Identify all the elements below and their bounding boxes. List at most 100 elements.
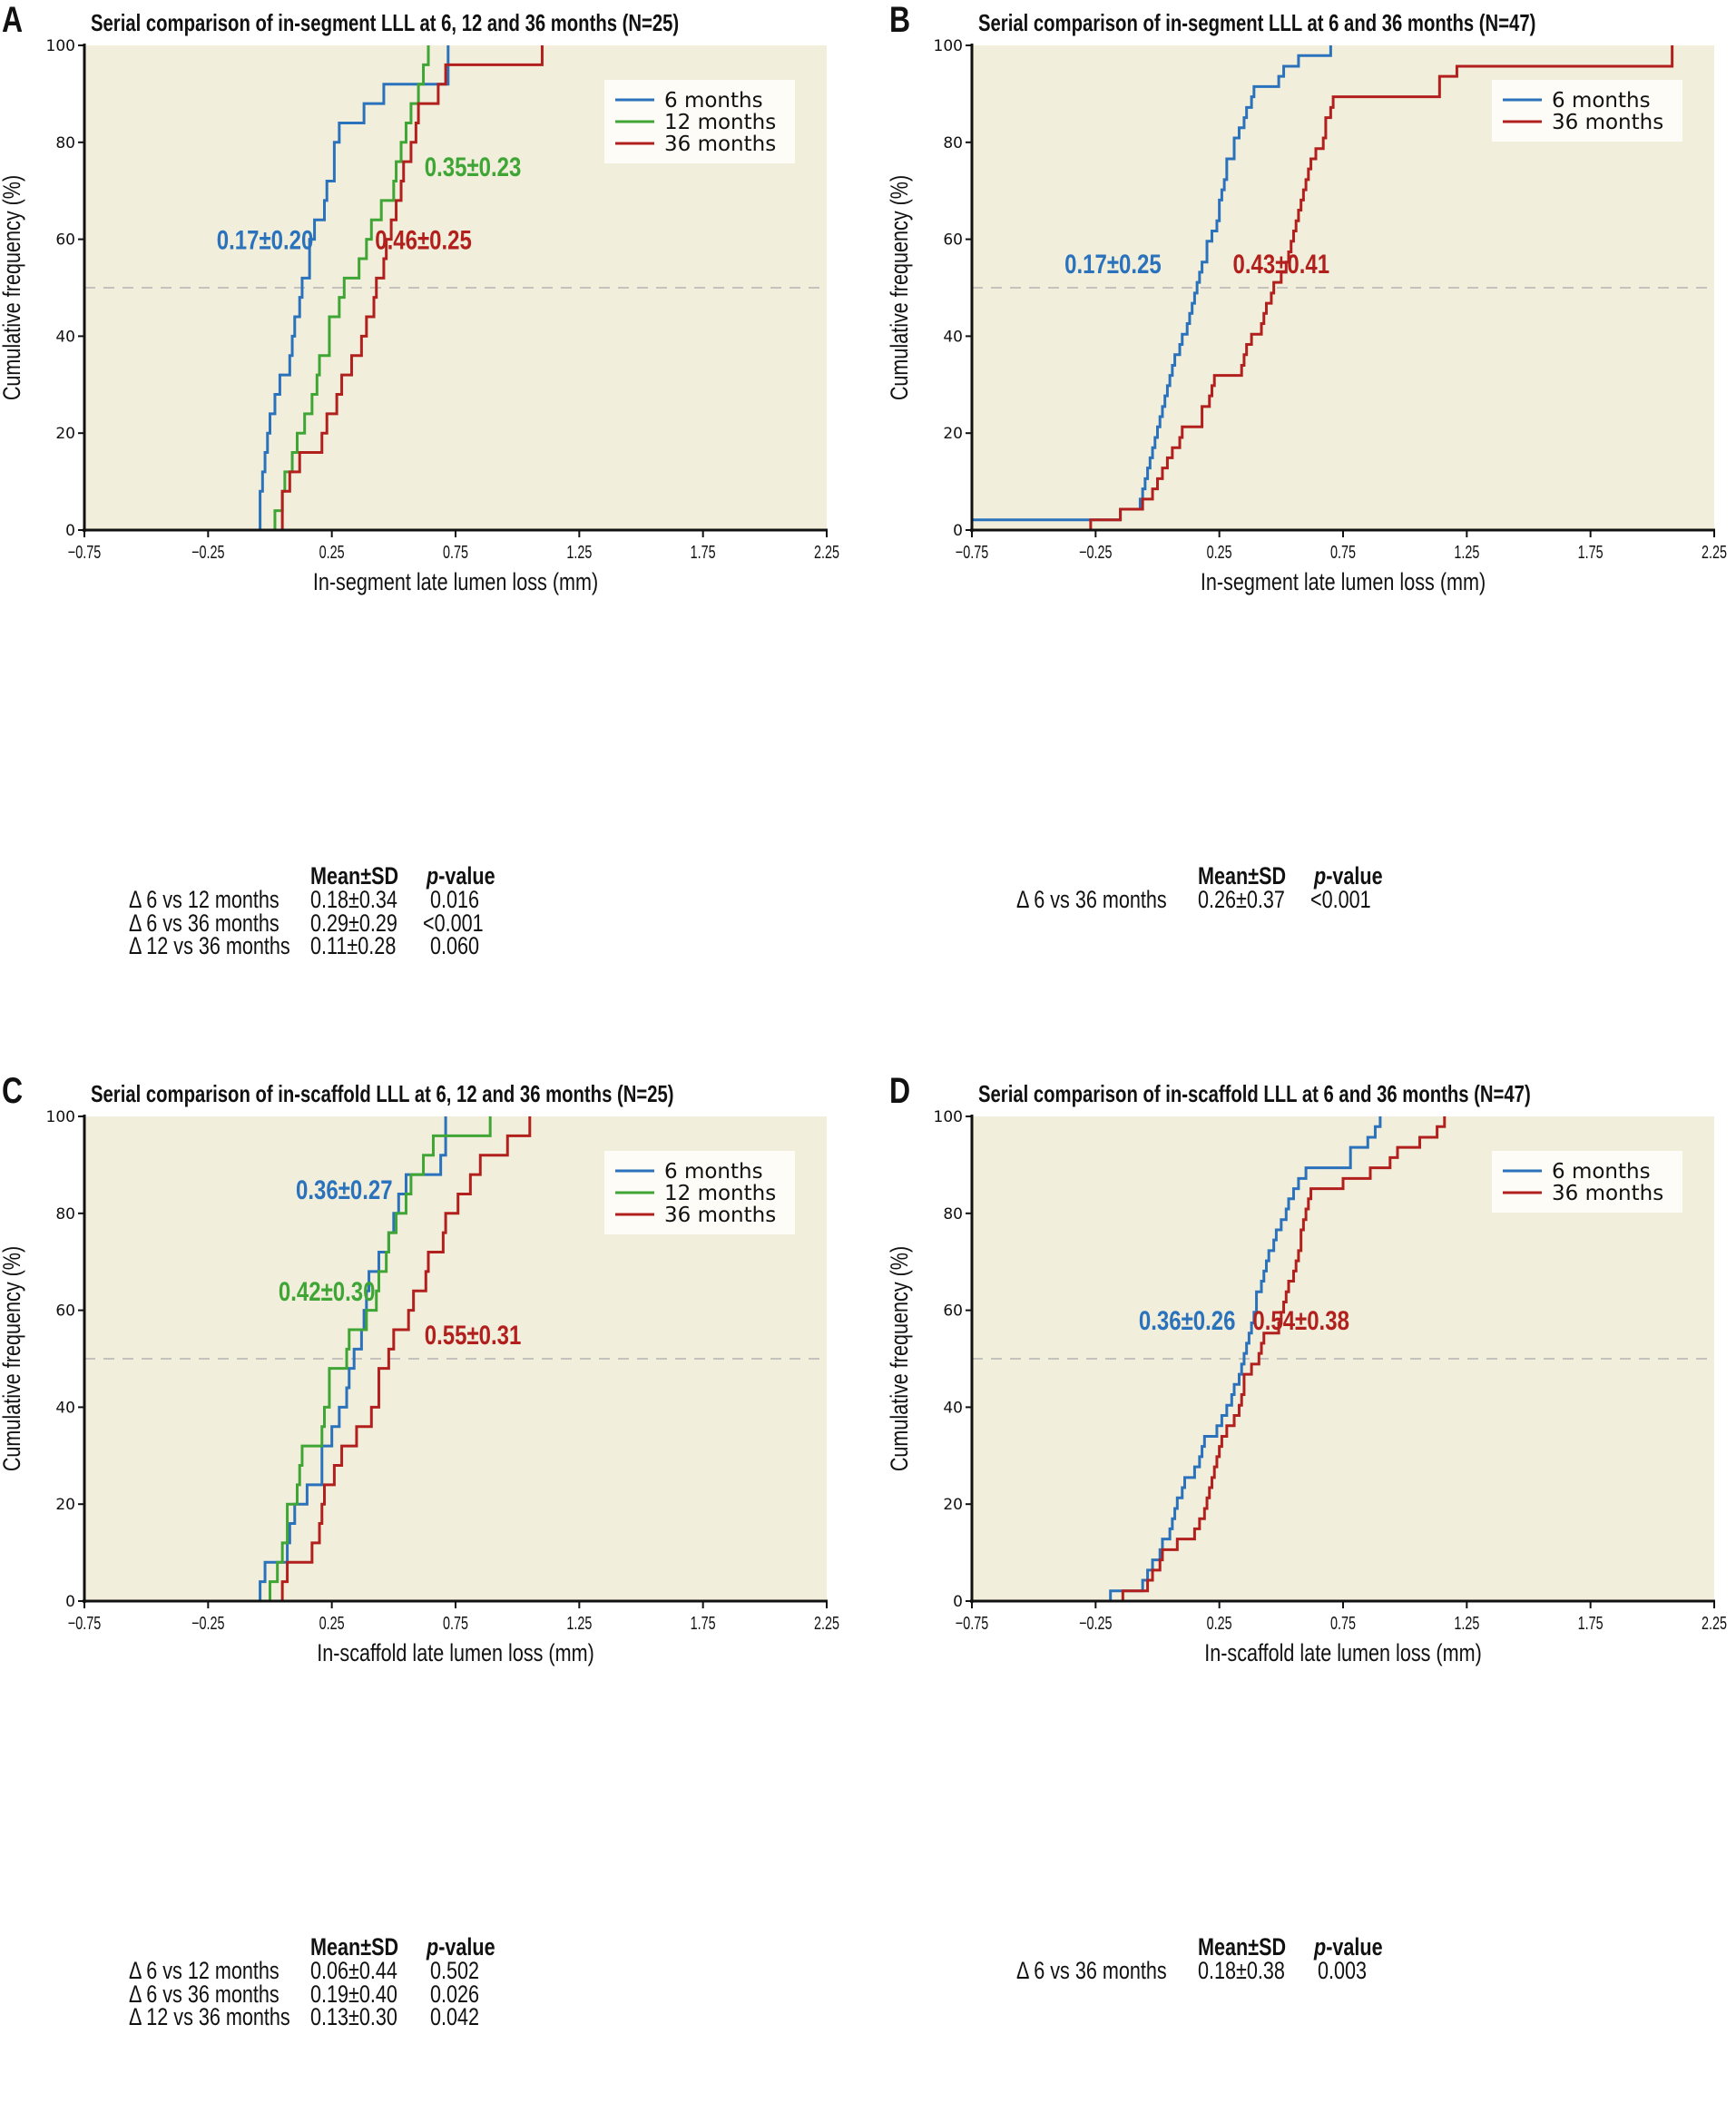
chart-title: Serial comparison of in-segment LLL at 6… (91, 9, 680, 36)
x-axis-label: In-scaffold late lumen loss (mm) (1204, 1640, 1482, 1667)
y-tick-label: 100 (46, 37, 75, 55)
legend-label: 36 months (1552, 1182, 1663, 1205)
p-value-suffix: -value (438, 1933, 495, 1961)
y-tick-label: 60 (55, 1302, 75, 1321)
y-tick-label: 100 (934, 1108, 963, 1126)
stats-p-value: 0.026 (430, 1980, 480, 2008)
y-axis-label: Cumulative frequency (%) (0, 1246, 26, 1471)
series-line-36-months (267, 45, 544, 532)
y-tick-label: 100 (46, 1108, 75, 1126)
x-tick-label: 0.25 (1207, 542, 1232, 563)
x-axis-label: In-scaffold late lumen loss (mm) (317, 1640, 594, 1667)
x-tick-label: 0.75 (1330, 1613, 1356, 1634)
stats-comparison: Δ 6 vs 12 months (129, 886, 280, 913)
y-tick-label: 60 (943, 1302, 963, 1321)
y-axis-label: Cumulative frequency (%) (887, 1246, 914, 1471)
x-tick-label: 0.25 (1207, 1613, 1232, 1634)
series-line-36-months (270, 1116, 532, 1603)
p-italic: p (427, 862, 439, 889)
x-axis-label: In-segment late lumen loss (mm) (313, 569, 598, 596)
stats-comparison: Δ 6 vs 12 months (129, 1957, 280, 1984)
p-value-suffix: -value (438, 862, 495, 889)
stats-mean-sd: 0.29±0.29 (310, 909, 397, 937)
stats-comparison: Δ 6 vs 36 months (129, 1980, 280, 2008)
series-line-36-months (1110, 1116, 1447, 1603)
p-value-suffix: -value (1326, 1933, 1383, 1961)
legend-label: 12 months (664, 111, 776, 134)
panel-d: D Serial comparison of in-scaffold LLL a… (887, 1071, 1736, 2113)
stats-comparison: Δ 6 vs 36 months (1016, 886, 1167, 913)
stats-p-value: 0.003 (1318, 1957, 1368, 1984)
stats-p-value: 0.042 (430, 2003, 480, 2030)
series-annotation: 0.36±0.27 (296, 1174, 393, 1204)
chart-plot: 0 20 40 60 80 100 −0.75 −0.25 0.25 0.75 1.25 1.75 2.… (887, 37, 1727, 596)
series-line-36-months (1089, 45, 1674, 530)
stats-comparison: Δ 12 vs 36 months (129, 932, 290, 959)
series-annotation: 0.55±0.31 (425, 1319, 522, 1350)
x-tick-label: −0.25 (191, 1613, 224, 1634)
y-tick-label: 0 (65, 1593, 75, 1611)
legend-box (1492, 80, 1682, 142)
x-tick-label: −0.25 (191, 542, 224, 563)
y-tick-label: 20 (55, 425, 75, 443)
stats-mean-sd: 0.19±0.40 (310, 1980, 397, 2008)
series-annotation: 0.43±0.41 (1233, 248, 1330, 279)
x-tick-label: 1.75 (1578, 542, 1604, 563)
x-tick-label: −0.25 (1079, 1613, 1112, 1634)
y-tick-label: 0 (953, 1593, 963, 1611)
legend-label: 12 months (664, 1182, 776, 1205)
p-value-suffix: -value (1326, 862, 1383, 889)
legend-label: 6 months (664, 89, 763, 113)
legend-label: 6 months (664, 1160, 763, 1184)
legend-label: 36 months (664, 133, 776, 156)
series-annotation: 0.36±0.26 (1139, 1304, 1236, 1335)
x-tick-label: 1.25 (566, 542, 592, 563)
stats-header-p-value: p-value (427, 1933, 495, 1961)
series-annotation: 0.17±0.25 (1064, 248, 1162, 279)
panel-letter: C (2, 1071, 24, 1111)
y-tick-label: 80 (55, 1205, 75, 1224)
stats-mean-sd: 0.11±0.28 (310, 932, 397, 959)
stats-p-value: <0.001 (423, 909, 484, 937)
stats-comparison: Δ 6 vs 36 months (1016, 1957, 1167, 1984)
chart-plot: 0 20 40 60 80 100 −0.75 −0.25 0.25 0.75 1.25 1.75 2.… (0, 37, 839, 596)
y-tick-label: 80 (943, 134, 963, 152)
x-tick-label: 1.25 (1454, 542, 1479, 563)
legend-box (1492, 1151, 1682, 1213)
stats-header-mean: Mean±SD (310, 862, 399, 889)
series-line-6-months (970, 45, 1332, 530)
series-line-12-months (260, 45, 430, 532)
stats-header-mean: Mean±SD (310, 1933, 399, 1961)
series-line-6-months (1038, 1116, 1382, 1603)
x-tick-label: 2.25 (814, 542, 839, 563)
y-tick-label: 100 (934, 37, 963, 55)
y-tick-label: 40 (55, 1399, 75, 1417)
panel-letter: A (2, 0, 24, 40)
series-line-6-months (156, 45, 450, 532)
p-italic: p (1314, 862, 1327, 889)
y-tick-label: 40 (943, 1399, 963, 1417)
stats-header-p-value: p-value (427, 862, 495, 890)
y-tick-label: 60 (943, 231, 963, 250)
y-tick-label: 80 (943, 1205, 963, 1224)
x-tick-label: −0.75 (68, 542, 101, 563)
series-annotation: 0.42±0.30 (279, 1275, 376, 1306)
y-tick-label: 0 (953, 522, 963, 540)
y-tick-label: 20 (943, 425, 963, 443)
x-tick-label: 0.75 (443, 1613, 468, 1634)
panel-a: A Serial comparison of in-segment LLL at… (0, 0, 868, 1042)
stats-p-value: 0.502 (430, 1957, 480, 1984)
y-axis-label: Cumulative frequency (%) (887, 175, 914, 400)
stats-header-p-value: p-value (1314, 862, 1383, 890)
chart-title: Serial comparison of in-scaffold LLL at … (91, 1080, 674, 1107)
x-tick-label: 2.25 (1702, 542, 1727, 563)
stats-p-value: <0.001 (1310, 886, 1371, 913)
p-italic: p (427, 1933, 439, 1961)
y-tick-label: 20 (943, 1496, 963, 1514)
stats-mean-sd: 0.06±0.44 (310, 1957, 397, 1984)
y-tick-label: 40 (55, 328, 75, 346)
